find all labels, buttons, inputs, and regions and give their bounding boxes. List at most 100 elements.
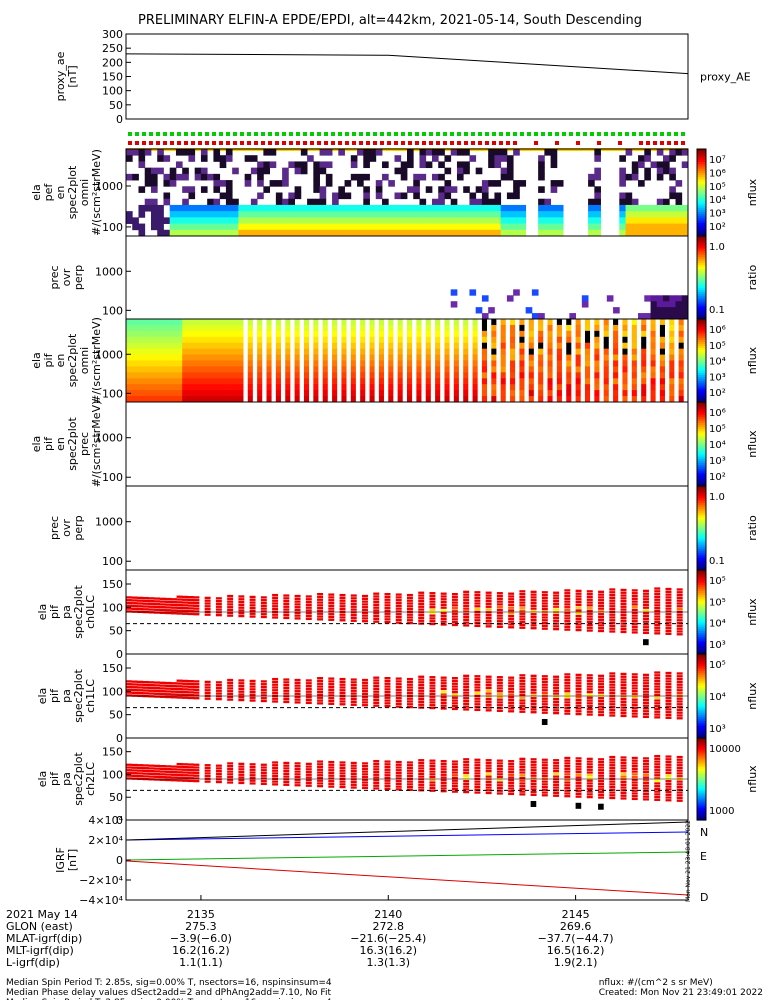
panel-ela-pef-omni-cell	[594, 223, 601, 231]
panel-ela-pef-omni-cell	[363, 186, 370, 193]
panel-pa-ch0-cell	[508, 592, 515, 595]
panel-ela-pif-omni-cell	[481, 324, 488, 332]
panel-pa-ch2-cell	[463, 780, 470, 783]
panel-pa-ch2-cell	[643, 765, 649, 768]
panel-pa-ch0-cell	[553, 625, 560, 628]
panel-ela-pif-omni-cell	[350, 384, 356, 391]
panel-ela-pif-omni-cell	[435, 372, 441, 379]
panel-pa-ch0-cell	[485, 594, 492, 597]
panel-ela-pif-omni-cell	[547, 390, 553, 397]
panel-ela-pef-omni-cell	[500, 149, 508, 156]
panel-ela-pif-omni-cell	[144, 384, 150, 391]
panel-ela-pef-omni-cbar-tick: 10⁴	[709, 195, 726, 206]
panel-ela-pif-omni-cell	[130, 390, 136, 397]
panel-pa-ch1-cell	[373, 690, 380, 693]
panel-pa-ch1-cell	[407, 691, 413, 695]
panel-ela-pif-omni-cell	[453, 396, 459, 403]
panel-pa-ch2-cell	[305, 784, 312, 787]
panel-ela-pif-omni-cell	[163, 342, 169, 350]
panel-ela-pef-omni-cell	[500, 167, 508, 175]
panel-pa-ch2-cell	[451, 785, 458, 788]
panel-ela-pif-omni-cell	[332, 378, 338, 385]
panel-pa-ch1-cell	[418, 681, 425, 684]
panel-pa-ch1-cell	[463, 697, 470, 700]
panel-pa-ch0-cell	[204, 602, 211, 605]
panel-ela-pef-omni-cell	[513, 192, 520, 200]
panel-pa-ch0-cell	[215, 597, 222, 600]
panel-ela-pef-omni-cell	[663, 204, 670, 212]
panel-ela-pef-omni-cell	[200, 155, 208, 162]
panel-prec-ovr-perp-i-cbar-cell	[697, 513, 706, 516]
panel-ela-pif-omni-cell	[144, 330, 150, 338]
panel-ela-pif-omni-cell	[168, 330, 174, 338]
panel-pa-ch1-cell	[227, 690, 234, 693]
panel-ela-pif-omni-cell	[510, 319, 516, 326]
panel-pa-ch0-cell	[598, 604, 604, 607]
panel-ela-pif-omni-cell	[130, 342, 136, 350]
panel-pa-ch0-cbar-cell	[697, 582, 706, 586]
panel-ela-pef-omni-cell	[619, 223, 626, 231]
footer-line-1: Median Spin Period T: 2.85s, sig=0.00% T…	[6, 998, 332, 1000]
panel-ela-pif-omni-cell	[275, 348, 281, 355]
panel-pa-ch0-cell	[131, 599, 138, 602]
panel-pa-ch2-cell	[485, 783, 492, 786]
panel-pa-ch1-cell	[564, 701, 571, 704]
panel-ela-pif-omni-cell	[285, 372, 291, 379]
panel-ela-pef-omni-cell	[506, 161, 514, 169]
panel-pa-ch2-tick-label: 0	[116, 814, 123, 827]
panel-pa-ch2-cell	[148, 775, 155, 778]
panel-ela-pef-omni-cell	[413, 192, 420, 200]
panel-pa-ch1-cell	[159, 695, 166, 698]
panel-pa-ch2-cell	[429, 767, 436, 771]
panel-ela-pef-omni-cell	[500, 155, 508, 162]
status-red-dot	[639, 141, 643, 145]
panel-ela-pif-omni-cell	[472, 354, 478, 361]
panel-pa-ch0-cell	[440, 603, 447, 607]
panel-pa-ch0-cell	[249, 598, 256, 601]
panel-pa-ch1-cell	[620, 711, 627, 715]
panel-ela-pef-omni-cell	[350, 155, 358, 162]
panel-ela-pif-omni-cell	[360, 366, 366, 373]
panel-prec-ovr-perp-e-cell	[481, 295, 489, 302]
panel-pa-ch2-cell	[193, 777, 200, 780]
panel-ela-pef-omni-cell	[388, 204, 395, 212]
panel-ela-pif-omni-cell	[303, 366, 310, 373]
panel-pa-ch0-cell	[283, 608, 290, 611]
panel-pa-ch0-cell	[317, 609, 323, 613]
status-green-dot	[548, 132, 552, 136]
panel-pa-ch2-cell	[564, 764, 571, 768]
panel-pa-ch0-cbar-cell	[697, 651, 706, 655]
panel-ela-pif-prec-cbar-cell	[697, 481, 706, 485]
panel-prec-ovr-perp-e-cbar-cell	[697, 260, 706, 264]
panel-ela-pif-omni-cell	[191, 378, 197, 385]
panel-pa-ch1-cell	[429, 692, 436, 696]
panel-pa-ch2-cell	[227, 762, 234, 765]
panel-ela-pef-omni-cell	[538, 204, 545, 212]
panel-ela-pif-omni-cell	[214, 366, 221, 373]
panel-ela-pif-omni-cell	[453, 390, 459, 397]
panel-ela-pef-omni-cbar-cell	[697, 157, 706, 161]
panel-pa-ch1-cbar-cell	[697, 677, 706, 680]
panel-ela-pef-omni-cell	[175, 229, 183, 237]
panel-ela-pif-prec-cbar-cell	[697, 410, 706, 414]
panel-pa-ch1-cell	[182, 685, 189, 688]
footer-line-b: Median Phase delay values dSect2add=2 an…	[6, 988, 331, 998]
panel-ela-pef-omni-cbar-cell	[697, 201, 706, 204]
panel-pa-ch2-cell	[654, 754, 661, 758]
panel-ela-pif-omni-cell	[659, 360, 665, 367]
panel-ela-pef-omni-cell	[338, 217, 345, 224]
panel-pa-ch0-cell	[485, 611, 492, 614]
panel-ela-pif-omni-cell	[294, 324, 300, 332]
panel-pa-ch0-cell	[418, 613, 425, 617]
panel-pa-ch2-cell	[564, 762, 571, 765]
panel-ela-pif-omni-cell	[177, 396, 183, 403]
panel-pa-ch2-cell	[553, 783, 560, 786]
panel-pa-ch1-cell	[182, 690, 189, 694]
panel-pa-ch0-cell	[305, 603, 312, 607]
panel-pa-ch2-cell	[317, 763, 323, 766]
panel-pa-ch1-cell	[187, 688, 194, 691]
panel-ela-pif-omni-cell	[435, 360, 441, 367]
panel-pa-ch2-cell	[575, 757, 582, 760]
panel-pa-ch0-cell	[272, 616, 279, 619]
panel-prec-ovr-perp-i-cbar-cell	[697, 517, 706, 521]
